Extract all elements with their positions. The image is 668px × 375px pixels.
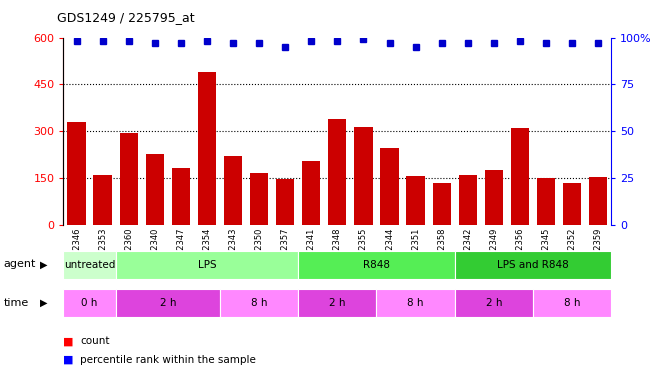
Bar bbox=[224, 156, 242, 225]
Bar bbox=[250, 173, 269, 225]
Bar bbox=[220, 289, 298, 317]
Bar bbox=[455, 289, 533, 317]
Bar bbox=[67, 122, 86, 225]
Bar bbox=[589, 177, 607, 225]
Text: percentile rank within the sample: percentile rank within the sample bbox=[80, 355, 256, 365]
Bar bbox=[63, 251, 116, 279]
Bar bbox=[63, 289, 116, 317]
Bar bbox=[459, 175, 477, 225]
Bar bbox=[377, 289, 455, 317]
Bar bbox=[198, 72, 216, 225]
Text: LPS: LPS bbox=[198, 260, 216, 270]
Bar bbox=[328, 119, 347, 225]
Text: ▶: ▶ bbox=[40, 260, 47, 269]
Bar bbox=[433, 183, 451, 225]
Bar bbox=[380, 148, 399, 225]
Bar bbox=[511, 128, 529, 225]
Bar bbox=[120, 133, 138, 225]
Bar bbox=[563, 183, 581, 225]
Bar bbox=[276, 179, 295, 225]
Bar bbox=[485, 170, 503, 225]
Text: GDS1249 / 225795_at: GDS1249 / 225795_at bbox=[57, 11, 194, 24]
Text: R848: R848 bbox=[363, 260, 390, 270]
Text: ■: ■ bbox=[63, 336, 74, 346]
Text: 2 h: 2 h bbox=[486, 298, 502, 308]
Text: LPS and R848: LPS and R848 bbox=[497, 260, 569, 270]
Bar bbox=[533, 289, 611, 317]
Text: 2 h: 2 h bbox=[329, 298, 345, 308]
Bar bbox=[146, 154, 164, 225]
Text: ▶: ▶ bbox=[40, 298, 47, 307]
Bar bbox=[537, 178, 555, 225]
Bar bbox=[116, 289, 220, 317]
Text: 2 h: 2 h bbox=[160, 298, 176, 308]
Text: agent: agent bbox=[3, 260, 35, 269]
Text: 8 h: 8 h bbox=[407, 298, 424, 308]
Bar bbox=[298, 289, 377, 317]
Bar bbox=[455, 251, 611, 279]
Text: 8 h: 8 h bbox=[251, 298, 267, 308]
Bar bbox=[298, 251, 455, 279]
Text: ■: ■ bbox=[63, 355, 74, 365]
Text: count: count bbox=[80, 336, 110, 346]
Bar bbox=[354, 127, 373, 225]
Bar bbox=[302, 161, 321, 225]
Bar bbox=[116, 251, 298, 279]
Bar bbox=[172, 168, 190, 225]
Text: 0 h: 0 h bbox=[81, 298, 98, 308]
Text: time: time bbox=[3, 298, 29, 307]
Bar bbox=[94, 175, 112, 225]
Text: 8 h: 8 h bbox=[564, 298, 580, 308]
Text: untreated: untreated bbox=[64, 260, 116, 270]
Bar bbox=[406, 176, 425, 225]
